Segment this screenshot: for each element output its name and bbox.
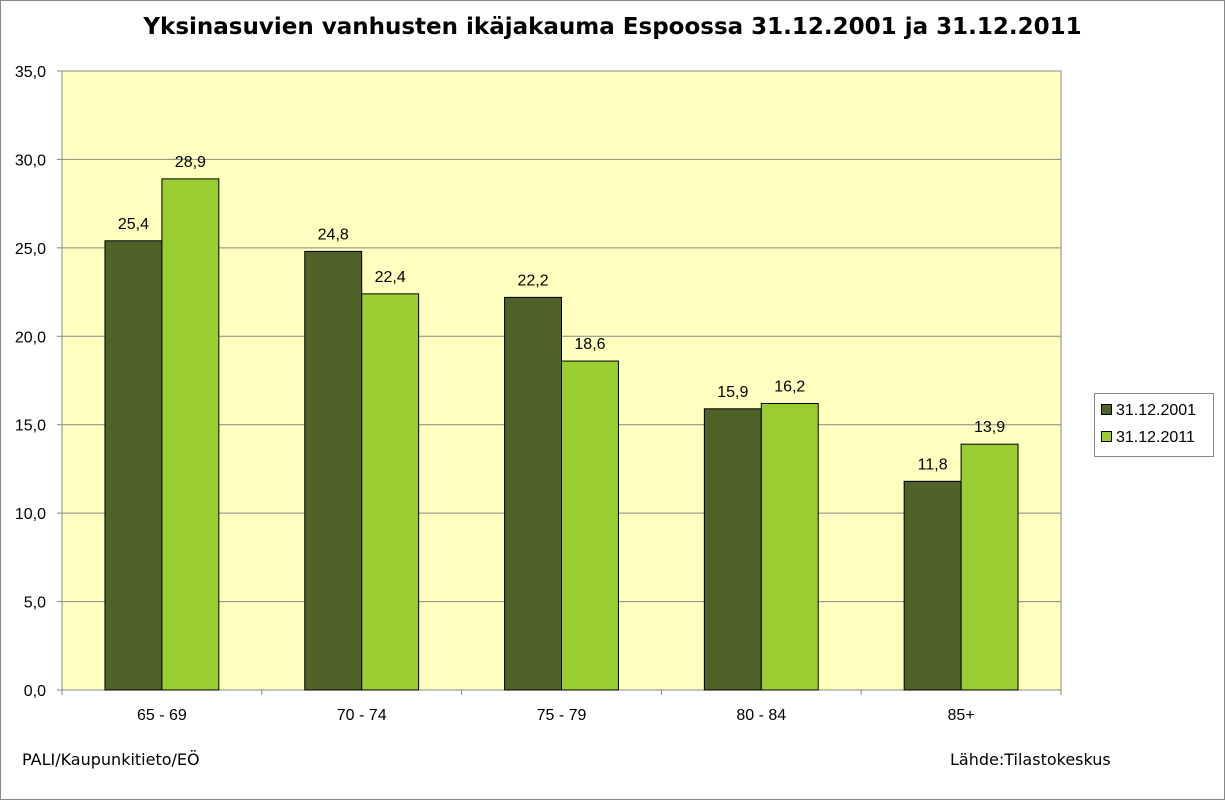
bar (304, 250, 363, 691)
x-tick-label: 65 - 69 (137, 707, 187, 724)
footer-credit: PALI/Kaupunkitieto/EÖ (22, 750, 200, 769)
bar (960, 443, 1019, 691)
bar (504, 296, 563, 691)
data-label: 11,8 (918, 456, 948, 473)
bar (703, 408, 762, 691)
legend-item-2001: 31.12.2001 (1101, 400, 1196, 422)
legend-item-2011: 31.12.2011 (1101, 427, 1195, 449)
y-tick-label: 5,0 (24, 595, 46, 612)
y-tick-label: 0,0 (24, 683, 46, 700)
legend-label-2011: 31.12.2011 (1116, 429, 1195, 446)
y-tick-label: 35,0 (15, 64, 46, 81)
data-label: 13,9 (974, 419, 1005, 436)
data-label: 22,4 (375, 269, 406, 286)
footer-source: Lähde:Tilastokeskus (950, 750, 1111, 769)
bar (361, 293, 420, 691)
legend-swatch-2001 (1101, 404, 1112, 416)
data-label: 22,2 (517, 272, 548, 289)
y-tick-label: 20,0 (15, 329, 46, 346)
bar (561, 360, 619, 691)
data-label: 18,6 (574, 336, 605, 353)
data-label: 24,8 (318, 226, 349, 243)
legend: 31.12.2001 31.12.2011 (1094, 393, 1214, 457)
data-label: 15,9 (717, 384, 748, 401)
bar (161, 178, 220, 691)
legend-swatch-2011 (1101, 431, 1112, 443)
data-label: 28,9 (175, 154, 206, 171)
y-tick-label: 15,0 (15, 418, 46, 435)
data-label: 25,4 (118, 216, 149, 233)
bar (104, 240, 163, 691)
y-tick-label: 25,0 (15, 241, 46, 258)
legend-label-2001: 31.12.2001 (1116, 402, 1197, 419)
y-tick-label: 10,0 (15, 506, 46, 523)
x-tick-label: 75 - 79 (537, 707, 587, 724)
x-tick-label: 85+ (948, 707, 975, 724)
bar (760, 402, 819, 691)
data-label: 16,2 (774, 378, 805, 395)
x-tick-label: 70 - 74 (337, 707, 387, 724)
y-tick-label: 30,0 (15, 152, 46, 169)
bar (903, 480, 962, 691)
chart-title: Yksinasuvien vanhusten ikäjakauma Espoos… (143, 14, 1082, 40)
x-tick-label: 80 - 84 (736, 707, 786, 724)
